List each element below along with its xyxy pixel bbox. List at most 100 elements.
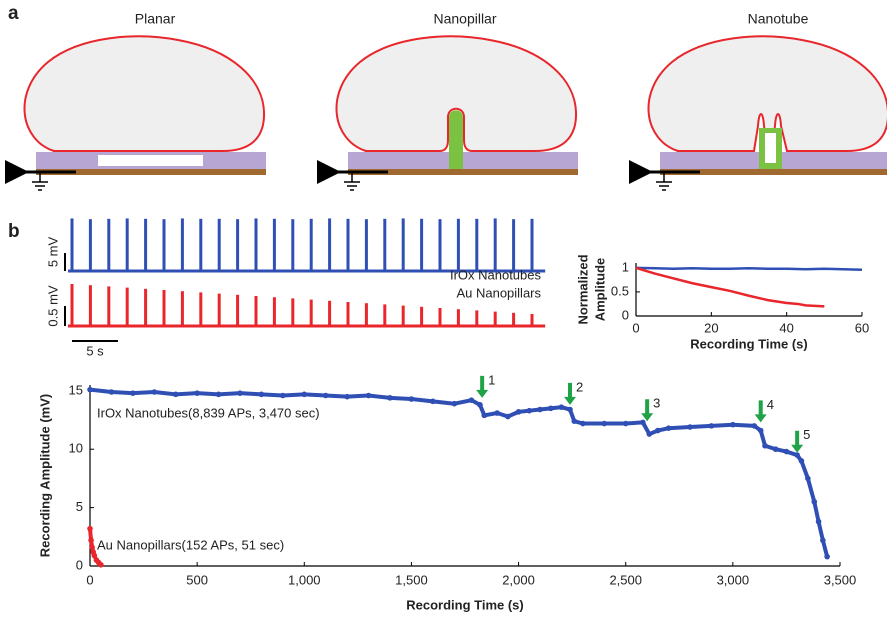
- point: [646, 431, 653, 437]
- diagram-title: Planar: [135, 11, 176, 27]
- point: [430, 398, 436, 405]
- y-tick-label: 0: [622, 307, 629, 322]
- point: [130, 390, 136, 396]
- x-tick-label: 60: [855, 320, 869, 335]
- time-bar-label: 5 s: [86, 343, 104, 358]
- point: [481, 412, 488, 419]
- point: [387, 395, 393, 401]
- nanotube-diagram: [629, 35, 887, 191]
- point: [708, 423, 715, 429]
- x-tick-label: 1,000: [288, 572, 321, 587]
- point: [194, 390, 200, 396]
- point: [468, 397, 475, 403]
- point: [580, 420, 586, 427]
- annotation-label: 1: [488, 372, 495, 387]
- x-tick-label: 1,500: [395, 572, 428, 587]
- x-tick-label: 3,500: [824, 572, 857, 587]
- y-tick-label: 5: [76, 499, 83, 514]
- annotation-label: 2: [576, 379, 583, 394]
- x-tick-label: 0: [632, 320, 639, 335]
- x-tick-label: 0: [86, 572, 93, 587]
- point: [477, 402, 483, 408]
- point: [567, 406, 573, 413]
- x-axis-label: Recording Time (s): [406, 597, 524, 612]
- scale-bar-label: 0.5 mV: [45, 285, 60, 327]
- point: [87, 386, 93, 393]
- planar-diagram: [4, 35, 266, 191]
- point: [451, 400, 458, 407]
- annotation-label: 4: [767, 397, 774, 412]
- point: [172, 391, 179, 398]
- y-axis-label: Amplitude: [592, 258, 607, 322]
- annotation-label: 3: [653, 396, 660, 411]
- point: [798, 458, 805, 464]
- nanopillar-diagram: [317, 35, 578, 191]
- point: [757, 427, 764, 434]
- point: [215, 391, 222, 398]
- point: [794, 452, 800, 458]
- legend-label: IrOx Nanotubes: [450, 267, 542, 282]
- y-tick-label: 0.5: [611, 283, 629, 298]
- point: [824, 553, 830, 560]
- point: [88, 537, 94, 544]
- diagram-title: Nanopillar: [433, 11, 496, 27]
- x-tick-label: 500: [186, 572, 208, 587]
- point: [783, 448, 790, 455]
- point: [151, 389, 158, 395]
- annotation-arrow: [754, 400, 767, 423]
- point: [558, 404, 565, 410]
- y-axis-label: Recording Amplitude (mV): [37, 394, 52, 557]
- point: [280, 392, 286, 399]
- point: [665, 425, 672, 432]
- point: [526, 407, 533, 414]
- x-tick-label: 2,000: [502, 572, 535, 587]
- point: [322, 392, 329, 399]
- point: [258, 391, 265, 398]
- point: [640, 419, 646, 426]
- point: [772, 446, 779, 453]
- point: [91, 552, 98, 559]
- point: [344, 393, 350, 400]
- series-label: IrOx Nanotubes(8,839 APs, 3,470 sec): [97, 405, 320, 420]
- x-axis-label: Recording Time (s): [690, 336, 808, 351]
- point: [730, 421, 736, 428]
- annotation-arrow: [791, 430, 804, 453]
- series-line: [635, 266, 863, 271]
- point: [505, 413, 511, 420]
- series-trend: [89, 387, 830, 558]
- x-tick-label: 2,500: [609, 572, 642, 587]
- panel-label: b: [8, 221, 20, 242]
- point: [687, 424, 693, 430]
- point: [515, 409, 522, 415]
- point: [805, 475, 811, 482]
- point: [762, 442, 768, 449]
- point: [365, 392, 372, 399]
- point: [622, 420, 629, 427]
- point: [494, 410, 500, 416]
- x-tick-label: 3,000: [717, 572, 750, 587]
- scale-bar-label: 5 mV: [45, 237, 60, 268]
- point: [655, 427, 661, 434]
- x-tick-label: 40: [779, 320, 793, 335]
- y-axis-label: Normalized: [575, 254, 590, 324]
- annotation-arrow: [641, 399, 654, 422]
- point: [408, 396, 415, 402]
- y-tick-label: 0: [76, 557, 83, 572]
- panel-label: a: [8, 3, 19, 24]
- point: [87, 525, 93, 532]
- point: [751, 423, 758, 429]
- annotation-arrow: [564, 382, 576, 405]
- point: [89, 544, 95, 551]
- legend-label: Au Nanopillars: [456, 285, 541, 300]
- point: [601, 420, 608, 427]
- point: [820, 537, 826, 544]
- annotation-label: 5: [803, 427, 810, 442]
- point: [537, 406, 543, 413]
- point: [815, 518, 822, 525]
- x-tick-label: 20: [704, 320, 718, 335]
- point: [237, 390, 243, 396]
- point: [108, 389, 115, 395]
- y-tick-label: 10: [69, 441, 83, 456]
- point: [98, 562, 104, 568]
